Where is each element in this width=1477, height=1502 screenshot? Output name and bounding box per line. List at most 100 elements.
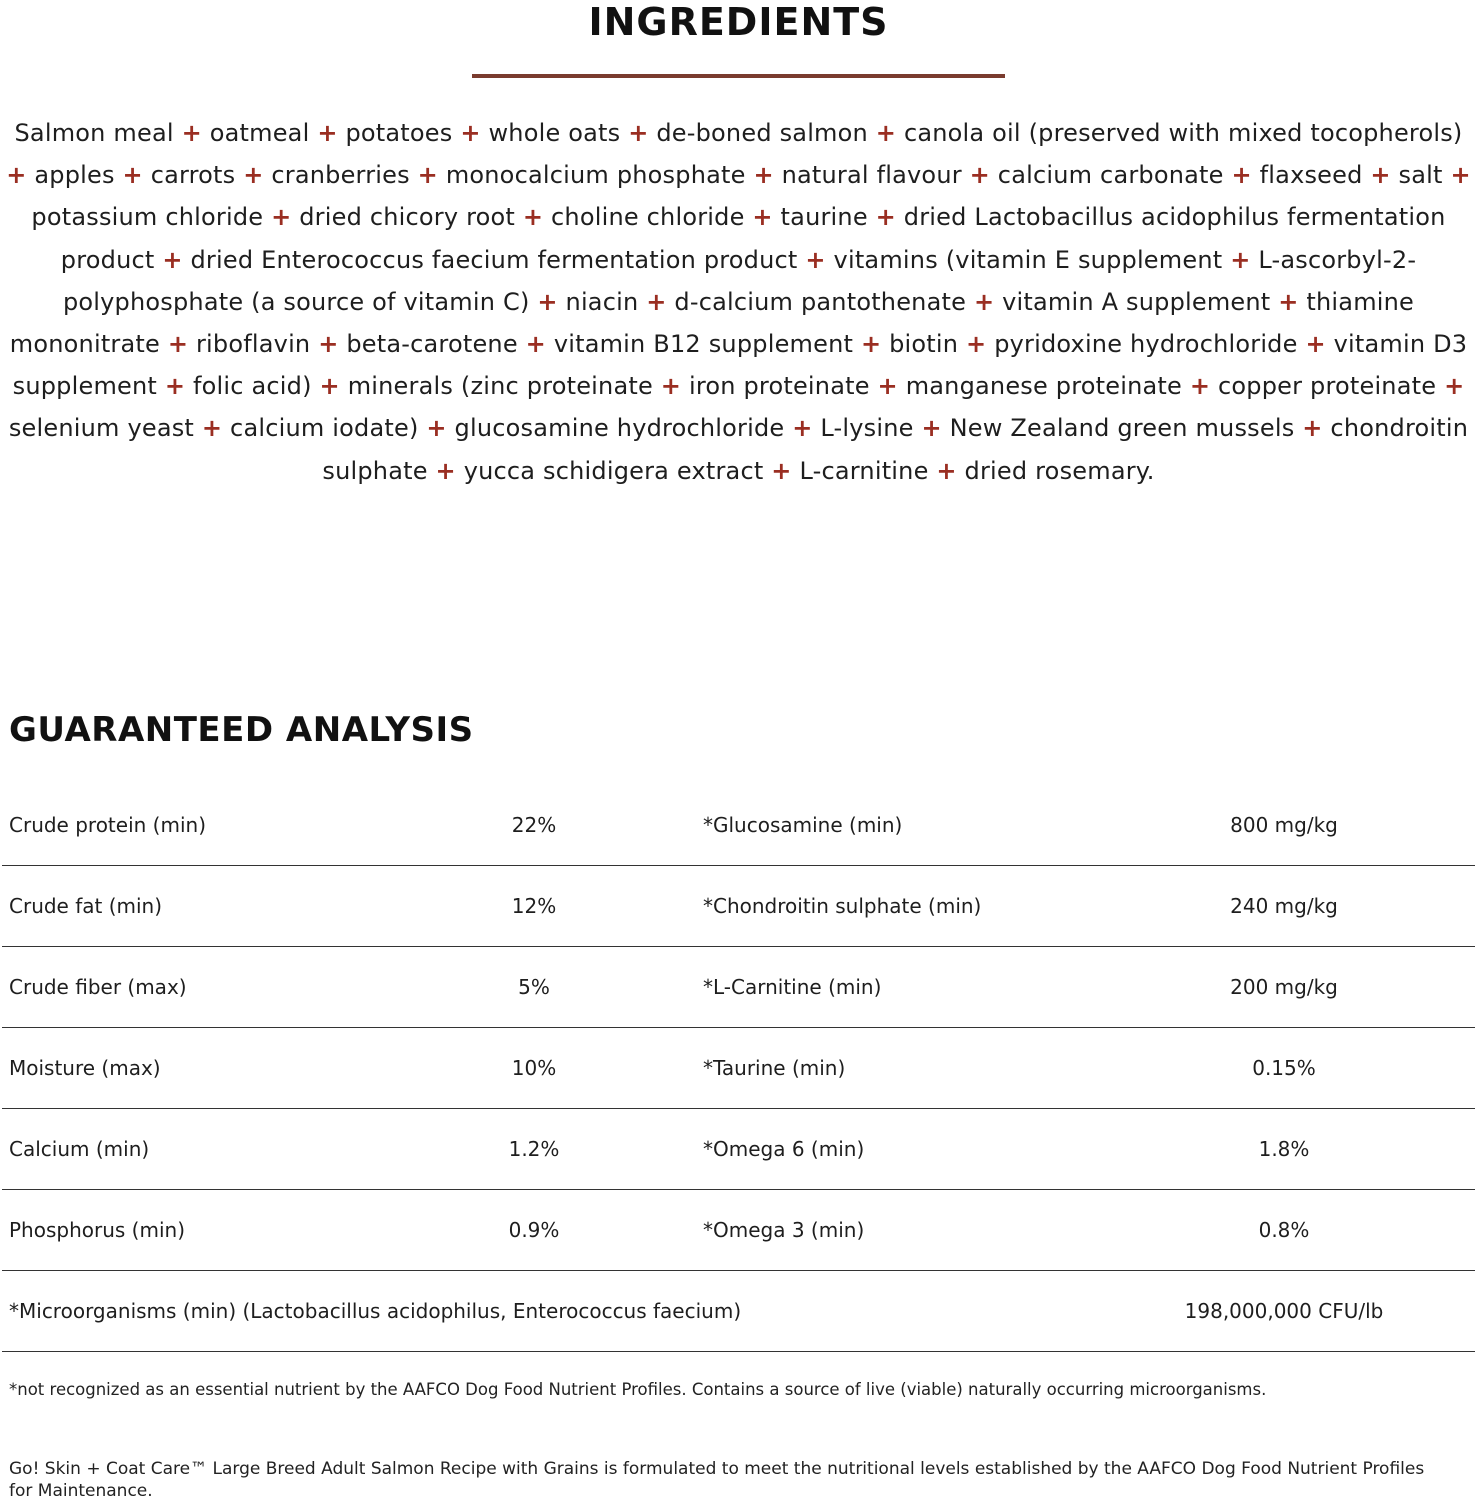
plus-separator: + [805, 245, 826, 274]
ingredient-item: dried Enterococcus faecium fermentation … [190, 245, 798, 274]
ingredient-item: L-lysine [820, 414, 914, 443]
plus-separator: + [973, 287, 995, 316]
ingredient-item: thiamine mononitrate [9, 287, 1415, 359]
nutrient-value: 0.15% [1093, 1027, 1475, 1109]
plus-separator: + [936, 456, 957, 485]
ingredient-item: folic acid) [193, 372, 312, 401]
ingredient-item: oatmeal [209, 119, 310, 147]
nutrient-value: 1.8% [1093, 1108, 1475, 1190]
nutrient-value: 200 mg/kg [1093, 946, 1475, 1028]
nutrient-label: Phosphorus (min) [2, 1189, 449, 1271]
nutrient-value: 10% [449, 1027, 619, 1109]
ingredient-item: glucosamine hydrochloride [454, 414, 785, 443]
footnote: *not recognized as an essential nutrient… [9, 1380, 1267, 1399]
aafco-statement: Go! Skin + Coat Care™ Large Breed Adult … [9, 1459, 1425, 1501]
ingredient-item: choline chloride [551, 203, 745, 232]
plus-separator: + [537, 287, 558, 316]
plus-separator: + [771, 456, 792, 485]
table-row: Crude fiber (max) 5% *L-Carnitine (min) 200… [2, 946, 1475, 1028]
ingredient-item: monocalcium phosphate [445, 161, 746, 190]
ingredient-item: canola oil (preserved with mixed tocophe… [903, 119, 1463, 147]
ingredient-item: vitamin D3 supplement [12, 330, 1468, 401]
ingredient-item: yucca schidigera extract [463, 456, 764, 485]
table-row: Crude protein (min) 22% *Glucosamine (min)… [2, 785, 1475, 866]
ingredient-item: calcium iodate) [230, 414, 419, 443]
ingredient-item: dried chicory root [299, 203, 516, 232]
ingredient-item: salt [1398, 161, 1443, 190]
nutrient-value: 1.2% [449, 1108, 619, 1190]
plus-separator: + [1302, 414, 1323, 443]
nutrient-label: Crude protein (min) [2, 785, 449, 866]
ingredient-item: iron proteinate [688, 372, 870, 401]
ingredient-item: flaxseed [1259, 161, 1363, 190]
ingredient-item: de-boned salmon [656, 119, 868, 147]
nutrient-label: *Chondroitin sulphate (min) [619, 865, 1093, 947]
nutrient-label: Calcium (min) [2, 1108, 449, 1190]
table-row: Crude fat (min) 12% *Chondroitin sulphate … [2, 865, 1475, 947]
guaranteed-analysis-table: Crude protein (min) 22% *Glucosamine (min)… [2, 785, 1475, 1352]
nutrient-value: 800 mg/kg [1093, 785, 1475, 866]
ingredient-item: vitamins (vitamin E supplement [833, 245, 1223, 274]
ingredient-item: L-carnitine [799, 456, 929, 485]
ingredients-title: INGREDIENTS [588, 0, 889, 44]
plus-separator: + [6, 161, 27, 190]
nutrient-value: 22% [449, 785, 619, 866]
ingredient-item: chondroitin sulphate [322, 414, 1469, 485]
plus-separator: + [875, 203, 896, 232]
plus-separator: + [417, 161, 438, 190]
plus-separator: + [319, 372, 340, 401]
ingredient-item: niacin [565, 287, 639, 316]
plus-separator: + [1189, 372, 1211, 401]
plus-separator: + [966, 330, 987, 359]
ingredient-item: beta-carotene [346, 330, 518, 359]
ingredient-item: vitamin A supplement [1002, 287, 1271, 316]
nutrient-value: 0.9% [449, 1189, 619, 1271]
plus-separator: + [1278, 287, 1299, 316]
nutrient-label: *Glucosamine (min) [619, 785, 1093, 866]
plus-separator: + [271, 203, 292, 232]
ingredient-item: selenium yeast [8, 414, 195, 443]
nutrient-value: 198,000,000 CFU/lb [1093, 1270, 1475, 1352]
ingredient-item: potassium chloride [31, 203, 264, 232]
nutrient-value: 240 mg/kg [1093, 865, 1475, 947]
plus-separator: + [522, 203, 544, 232]
ingredient-item: taurine [780, 203, 868, 232]
plus-separator: + [969, 161, 990, 190]
plus-separator: + [1450, 161, 1471, 190]
plus-separator: + [877, 372, 898, 401]
plus-separator: + [164, 372, 186, 401]
ingredient-item: L-ascorbyl-2-polyphosphate (a source of … [62, 245, 1417, 316]
nutrient-value: 5% [449, 946, 619, 1028]
table-row: Calcium (min) 1.2% *Omega 6 (min) 1.8% [2, 1108, 1475, 1190]
plus-separator: + [1230, 245, 1251, 274]
ingredient-item: riboflavin [195, 330, 311, 359]
plus-separator: + [426, 414, 447, 443]
plus-separator: + [1231, 161, 1252, 190]
plus-separator: + [318, 330, 339, 359]
plus-separator: + [460, 119, 481, 147]
plus-separator: + [162, 245, 183, 274]
ingredient-item: natural flavour [781, 161, 962, 190]
nutrient-label: Crude fat (min) [2, 865, 449, 947]
ingredient-item: Salmon meal [14, 119, 174, 147]
nutrient-value: 0.8% [1093, 1189, 1475, 1271]
ingredient-item: calcium carbonate [997, 161, 1224, 190]
nutrient-label: *Taurine (min) [619, 1027, 1093, 1109]
plus-separator: + [752, 203, 773, 232]
ingredients-list: Salmon meal + oatmeal + potatoes + whole… [4, 112, 1473, 492]
guaranteed-analysis-title: GUARANTEED ANALYSIS [9, 710, 474, 750]
ingredient-item: copper proteinate [1218, 372, 1437, 401]
plus-separator: + [167, 330, 189, 359]
nutrient-label: *Omega 6 (min) [619, 1108, 1093, 1190]
ingredient-item: vitamin B12 supplement [553, 330, 854, 359]
ingredient-item: cranberries [271, 161, 410, 190]
plus-separator: + [792, 414, 813, 443]
nutrient-label: *L-Carnitine (min) [619, 946, 1093, 1028]
plus-separator: + [243, 161, 264, 190]
nutrient-value: 12% [449, 865, 619, 947]
ingredient-item: dried rosemary. [964, 456, 1155, 485]
title-divider [472, 74, 1005, 78]
plus-separator: + [860, 330, 882, 359]
plus-separator: + [875, 119, 897, 147]
plus-separator: + [1370, 161, 1391, 190]
